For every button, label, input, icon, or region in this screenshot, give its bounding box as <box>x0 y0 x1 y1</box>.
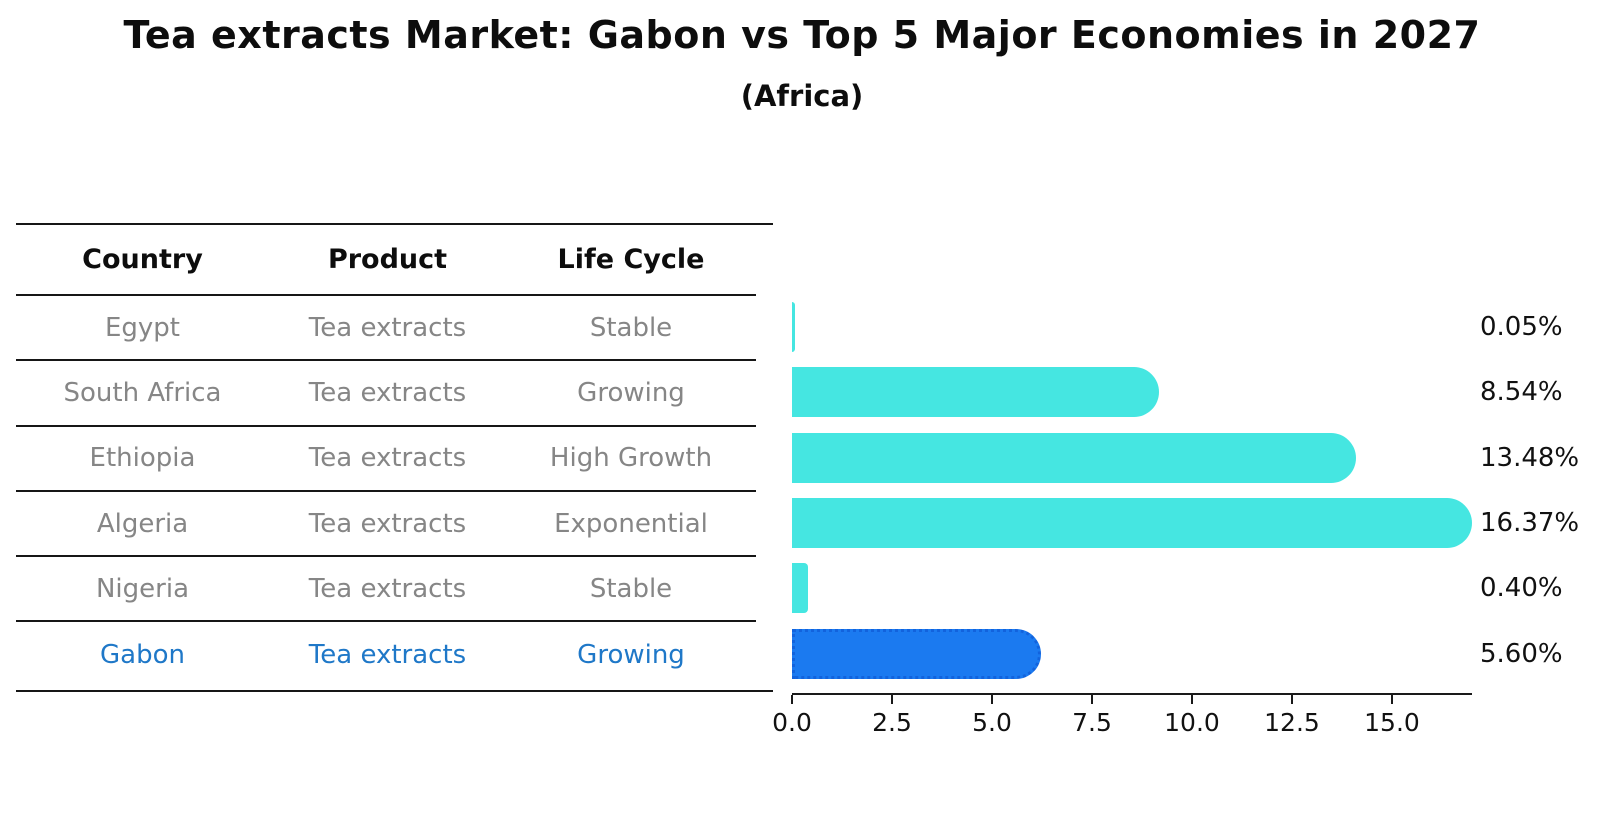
table-row: Nigeria Tea extracts Stable <box>16 557 756 623</box>
country-cell: Algeria <box>96 508 189 539</box>
bar-south-africa <box>792 367 1159 418</box>
value-label: 16.37% <box>1480 507 1580 538</box>
x-axis-tick <box>1391 695 1393 704</box>
product-cell: Tea extracts <box>308 508 467 539</box>
table-row: South Africa Tea extracts Growing <box>16 361 756 427</box>
country-cell: Nigeria <box>95 573 190 604</box>
bar-algeria <box>792 497 1472 548</box>
table-bottom-rule <box>16 690 773 692</box>
country-cell: Egypt <box>104 312 181 343</box>
product-cell: Tea extracts <box>308 573 467 604</box>
x-axis-tick <box>791 695 793 704</box>
table-row: Gabon Tea extracts Growing <box>16 622 756 687</box>
header-cell-life-cycle: Life Cycle <box>557 244 705 275</box>
x-axis-tick <box>1091 695 1093 704</box>
table-header-row: Country Product Life Cycle <box>16 225 756 296</box>
value-label: 5.60% <box>1480 638 1563 669</box>
x-axis-tick-label: 5.0 <box>972 708 1012 737</box>
value-label: 13.48% <box>1480 442 1580 473</box>
x-axis-tick-label: 2.5 <box>872 708 912 737</box>
table-row: Algeria Tea extracts Exponential <box>16 492 756 558</box>
x-axis-tick <box>1191 695 1193 704</box>
value-label: 0.40% <box>1480 573 1563 604</box>
country-cell: Gabon <box>100 640 185 671</box>
value-label: 8.54% <box>1480 377 1563 408</box>
page-title: Tea extracts Market: Gabon vs Top 5 Majo… <box>123 13 1481 57</box>
lifecycle-cell: Stable <box>589 573 673 604</box>
x-axis-tick-label: 15.0 <box>1364 708 1420 737</box>
product-cell: Tea extracts <box>308 640 467 671</box>
lifecycle-cell: High Growth <box>549 443 713 474</box>
x-axis-tick <box>1291 695 1293 704</box>
x-axis-tick <box>991 695 993 704</box>
header-cell-country: Country <box>82 244 203 275</box>
country-cell: South Africa <box>63 377 222 408</box>
x-axis-tick-label: 12.5 <box>1264 708 1320 737</box>
product-cell: Tea extracts <box>308 377 467 408</box>
bar-ethiopia <box>792 432 1357 483</box>
comparison-table: Country Product Life Cycle Egypt Tea extr… <box>16 223 773 688</box>
lifecycle-cell: Stable <box>589 312 673 343</box>
x-axis-tick-label: 10.0 <box>1164 708 1220 737</box>
product-cell: Tea extracts <box>308 312 467 343</box>
lifecycle-cell: Growing <box>577 377 685 408</box>
table-row: Ethiopia Tea extracts High Growth <box>16 427 756 492</box>
x-axis-tick-label: 7.5 <box>1072 708 1112 737</box>
lifecycle-cell: Exponential <box>554 508 708 539</box>
lifecycle-cell: Growing <box>577 640 685 671</box>
table-row: Egypt Tea extracts Stable <box>16 296 756 362</box>
x-axis-tick-label: 0.0 <box>772 708 812 737</box>
header-cell-product: Product <box>327 244 448 275</box>
bar-gabon <box>792 628 1041 679</box>
country-cell: Ethiopia <box>89 443 196 474</box>
table-body: Egypt Tea extracts Stable South Africa Tea e… <box>16 296 773 688</box>
x-axis-line <box>792 693 1472 695</box>
bar-nigeria <box>792 563 808 614</box>
product-cell: Tea extracts <box>308 443 467 474</box>
x-axis-tick <box>891 695 893 704</box>
bar-egypt <box>792 302 795 352</box>
page-subtitle: (Africa) <box>740 79 864 113</box>
value-label: 0.05% <box>1480 312 1563 342</box>
